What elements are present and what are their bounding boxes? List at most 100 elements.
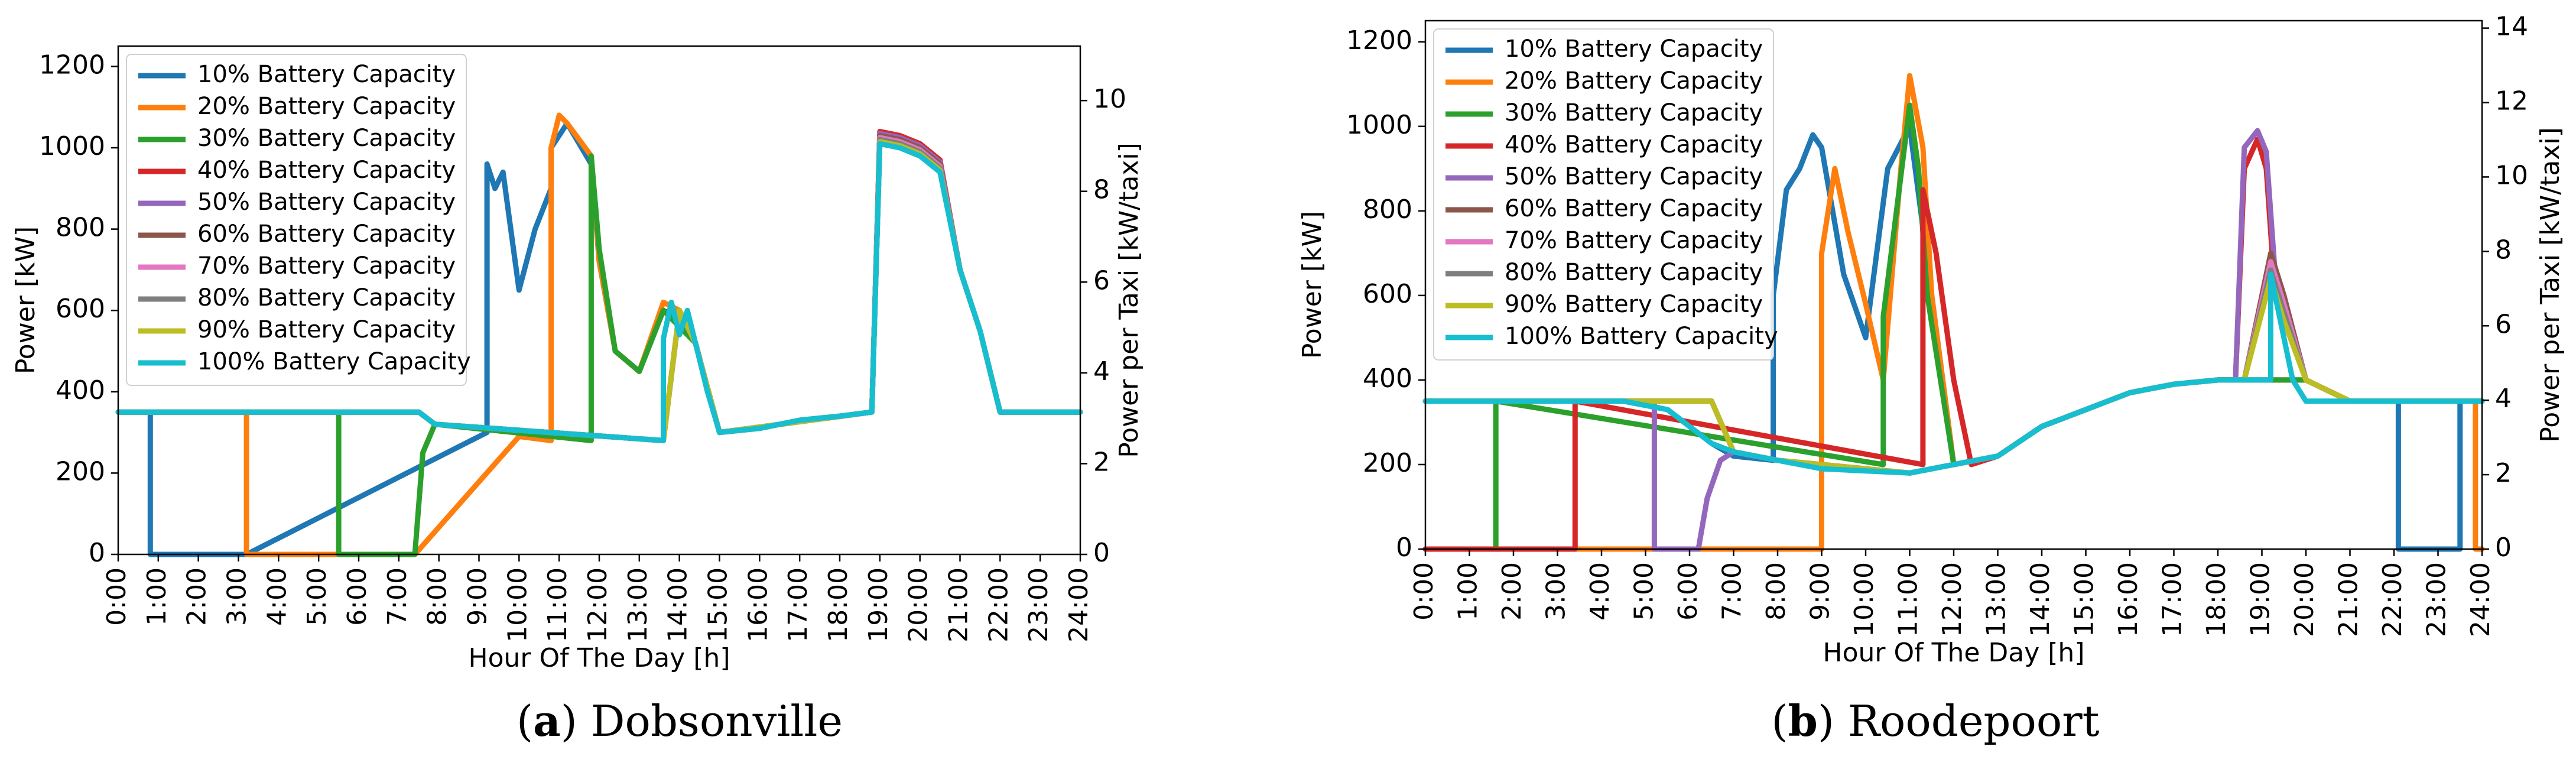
x-tick-label: 8:00 xyxy=(423,567,453,626)
x-tick-label: 16:00 xyxy=(2113,562,2143,637)
x-tick-label: 12:00 xyxy=(583,567,613,642)
legend: 10% Battery Capacity 20% Battery Capacity… xyxy=(1433,28,1778,361)
x-tick-label: 19:00 xyxy=(863,567,894,642)
caption-paren-open: ( xyxy=(1771,696,1788,746)
x-tick-label: 13:00 xyxy=(623,567,653,642)
x-tick-label: 5:00 xyxy=(1629,562,1659,621)
y-axis-title: Power [kW] xyxy=(1297,211,1327,359)
x-axis-title: Hour Of The Day [h] xyxy=(469,643,730,673)
series-line xyxy=(1422,271,2485,476)
x-tick-label: 19:00 xyxy=(2246,562,2276,637)
chart-panel-a: 0:00 1:00 2:00 3:00 4:00 5:00 6:00 7:00 8:00 9:00… xyxy=(11,45,1144,746)
x-tick-label: 4:00 xyxy=(1585,562,1615,621)
x-tick-label: 7:00 xyxy=(382,567,412,626)
y2-tick-label: 8 xyxy=(2495,235,2512,265)
x-tick-label: 22:00 xyxy=(983,567,1013,642)
x-tick-label: 6:00 xyxy=(1673,562,1703,621)
x-tick-label: 15:00 xyxy=(2070,562,2100,637)
x-tick-label: 10:00 xyxy=(1849,562,1879,637)
legend-box xyxy=(126,54,467,386)
y-tick-label: 0 xyxy=(1396,533,1412,563)
y2-tick-label: 4 xyxy=(2495,384,2512,414)
caption-paren-close: ) xyxy=(561,696,591,746)
chart-panel-b: 0:00 1:00 2:00 3:00 4:00 5:00 6:00 7:00 8:00 9:00… xyxy=(1297,12,2565,746)
x-tick-label: 20:00 xyxy=(904,567,934,642)
y-tick-label: 400 xyxy=(56,375,105,405)
y-tick-label: 200 xyxy=(1363,448,1412,478)
legend-label: 60% Battery Capacity xyxy=(1505,195,1763,222)
legend-label: 20% Battery Capacity xyxy=(197,93,456,120)
caption-paren-open: ( xyxy=(517,696,533,746)
caption-paren-close: ) xyxy=(1818,696,1848,746)
x-tick-label: 21:00 xyxy=(944,567,974,642)
y-tick-label: 1200 xyxy=(1346,25,1412,56)
y-tick-label: 1000 xyxy=(1346,110,1412,140)
legend-label: 20% Battery Capacity xyxy=(1505,67,1763,95)
x-axis-title: Hour Of The Day [h] xyxy=(1823,638,2085,668)
x-tick-label: 24:00 xyxy=(2465,562,2496,637)
legend-label: 70% Battery Capacity xyxy=(197,252,456,280)
x-tick-label: 4:00 xyxy=(262,567,292,626)
y-tick-label: 600 xyxy=(1363,279,1412,309)
x-tick-label: 3:00 xyxy=(1541,562,1571,621)
y2-tick-label: 0 xyxy=(2495,533,2512,563)
y2-axis-title: Power per Taxi [kW/taxi] xyxy=(1114,142,1144,458)
y2-tick-label: 8 xyxy=(1093,175,1110,205)
x-tick-label: 2:00 xyxy=(182,567,212,626)
caption-name: Dobsonville xyxy=(591,696,843,746)
y-tick-label: 200 xyxy=(56,456,105,486)
x-tick-label: 14:00 xyxy=(2025,562,2055,637)
x-tick-label: 11:00 xyxy=(1893,562,1924,637)
x-tick-label: 7:00 xyxy=(1717,562,1747,621)
y-tick-label: 800 xyxy=(56,213,105,243)
y2-tick-label: 6 xyxy=(1093,265,1110,296)
legend-box xyxy=(1433,28,1774,361)
y2-tick-label: 10 xyxy=(2495,160,2528,190)
x-tick-label: 0:00 xyxy=(1409,562,1439,621)
series-line xyxy=(115,141,1083,443)
panel-caption: (a) Dobsonville xyxy=(517,696,843,746)
x-tick-label: 17:00 xyxy=(783,567,813,642)
x-tick-label: 11:00 xyxy=(543,567,573,642)
y2-tick-label: 4 xyxy=(1093,356,1110,387)
x-tick-label: 17:00 xyxy=(2158,562,2188,637)
x-tick-label: 23:00 xyxy=(1024,567,1054,642)
series-group xyxy=(1422,73,2485,552)
y-tick-label: 800 xyxy=(1363,194,1412,225)
legend-label: 70% Battery Capacity xyxy=(1505,227,1763,254)
legend-label: 80% Battery Capacity xyxy=(1505,259,1763,286)
x-tick-label: 12:00 xyxy=(1937,562,1967,637)
x-tick-label: 9:00 xyxy=(1805,562,1836,621)
x-tick-label: 23:00 xyxy=(2422,562,2452,637)
caption-letter: a xyxy=(533,696,561,746)
y-tick-label: 400 xyxy=(1363,363,1412,394)
legend-label: 10% Battery Capacity xyxy=(197,61,456,88)
y-tick-label: 600 xyxy=(56,294,105,324)
x-tick-label: 22:00 xyxy=(2377,562,2408,637)
y2-tick-label: 2 xyxy=(2495,458,2512,488)
x-tick-label: 5:00 xyxy=(302,567,332,626)
caption-name: Roodepoort xyxy=(1848,696,2100,746)
x-tick-label: 9:00 xyxy=(463,567,493,626)
y-axis-title: Power [kW] xyxy=(11,226,41,374)
legend-label: 50% Battery Capacity xyxy=(1505,163,1763,190)
x-tick-label: 2:00 xyxy=(1497,562,1527,621)
legend-label: 60% Battery Capacity xyxy=(197,220,456,248)
y-tick-label: 1000 xyxy=(39,131,105,161)
x-tick-label: 1:00 xyxy=(142,567,172,626)
y-tick-label: 0 xyxy=(89,538,105,568)
x-tick-label: 10:00 xyxy=(502,567,532,642)
x-tick-label: 18:00 xyxy=(2201,562,2231,637)
x-tick-label: 24:00 xyxy=(1064,567,1094,642)
y2-tick-label: 12 xyxy=(2495,86,2528,116)
x-tick-label: 3:00 xyxy=(222,567,252,626)
legend-label: 90% Battery Capacity xyxy=(197,316,456,343)
x-tick-label: 13:00 xyxy=(1981,562,2012,637)
legend-label: 100% Battery Capacity xyxy=(197,348,471,375)
series-group xyxy=(115,112,1083,557)
legend-label: 100% Battery Capacity xyxy=(1505,323,1778,350)
caption-letter: b xyxy=(1788,696,1818,746)
legend-label: 50% Battery Capacity xyxy=(197,189,456,216)
legend: 10% Battery Capacity 20% Battery Capacity… xyxy=(126,54,471,386)
